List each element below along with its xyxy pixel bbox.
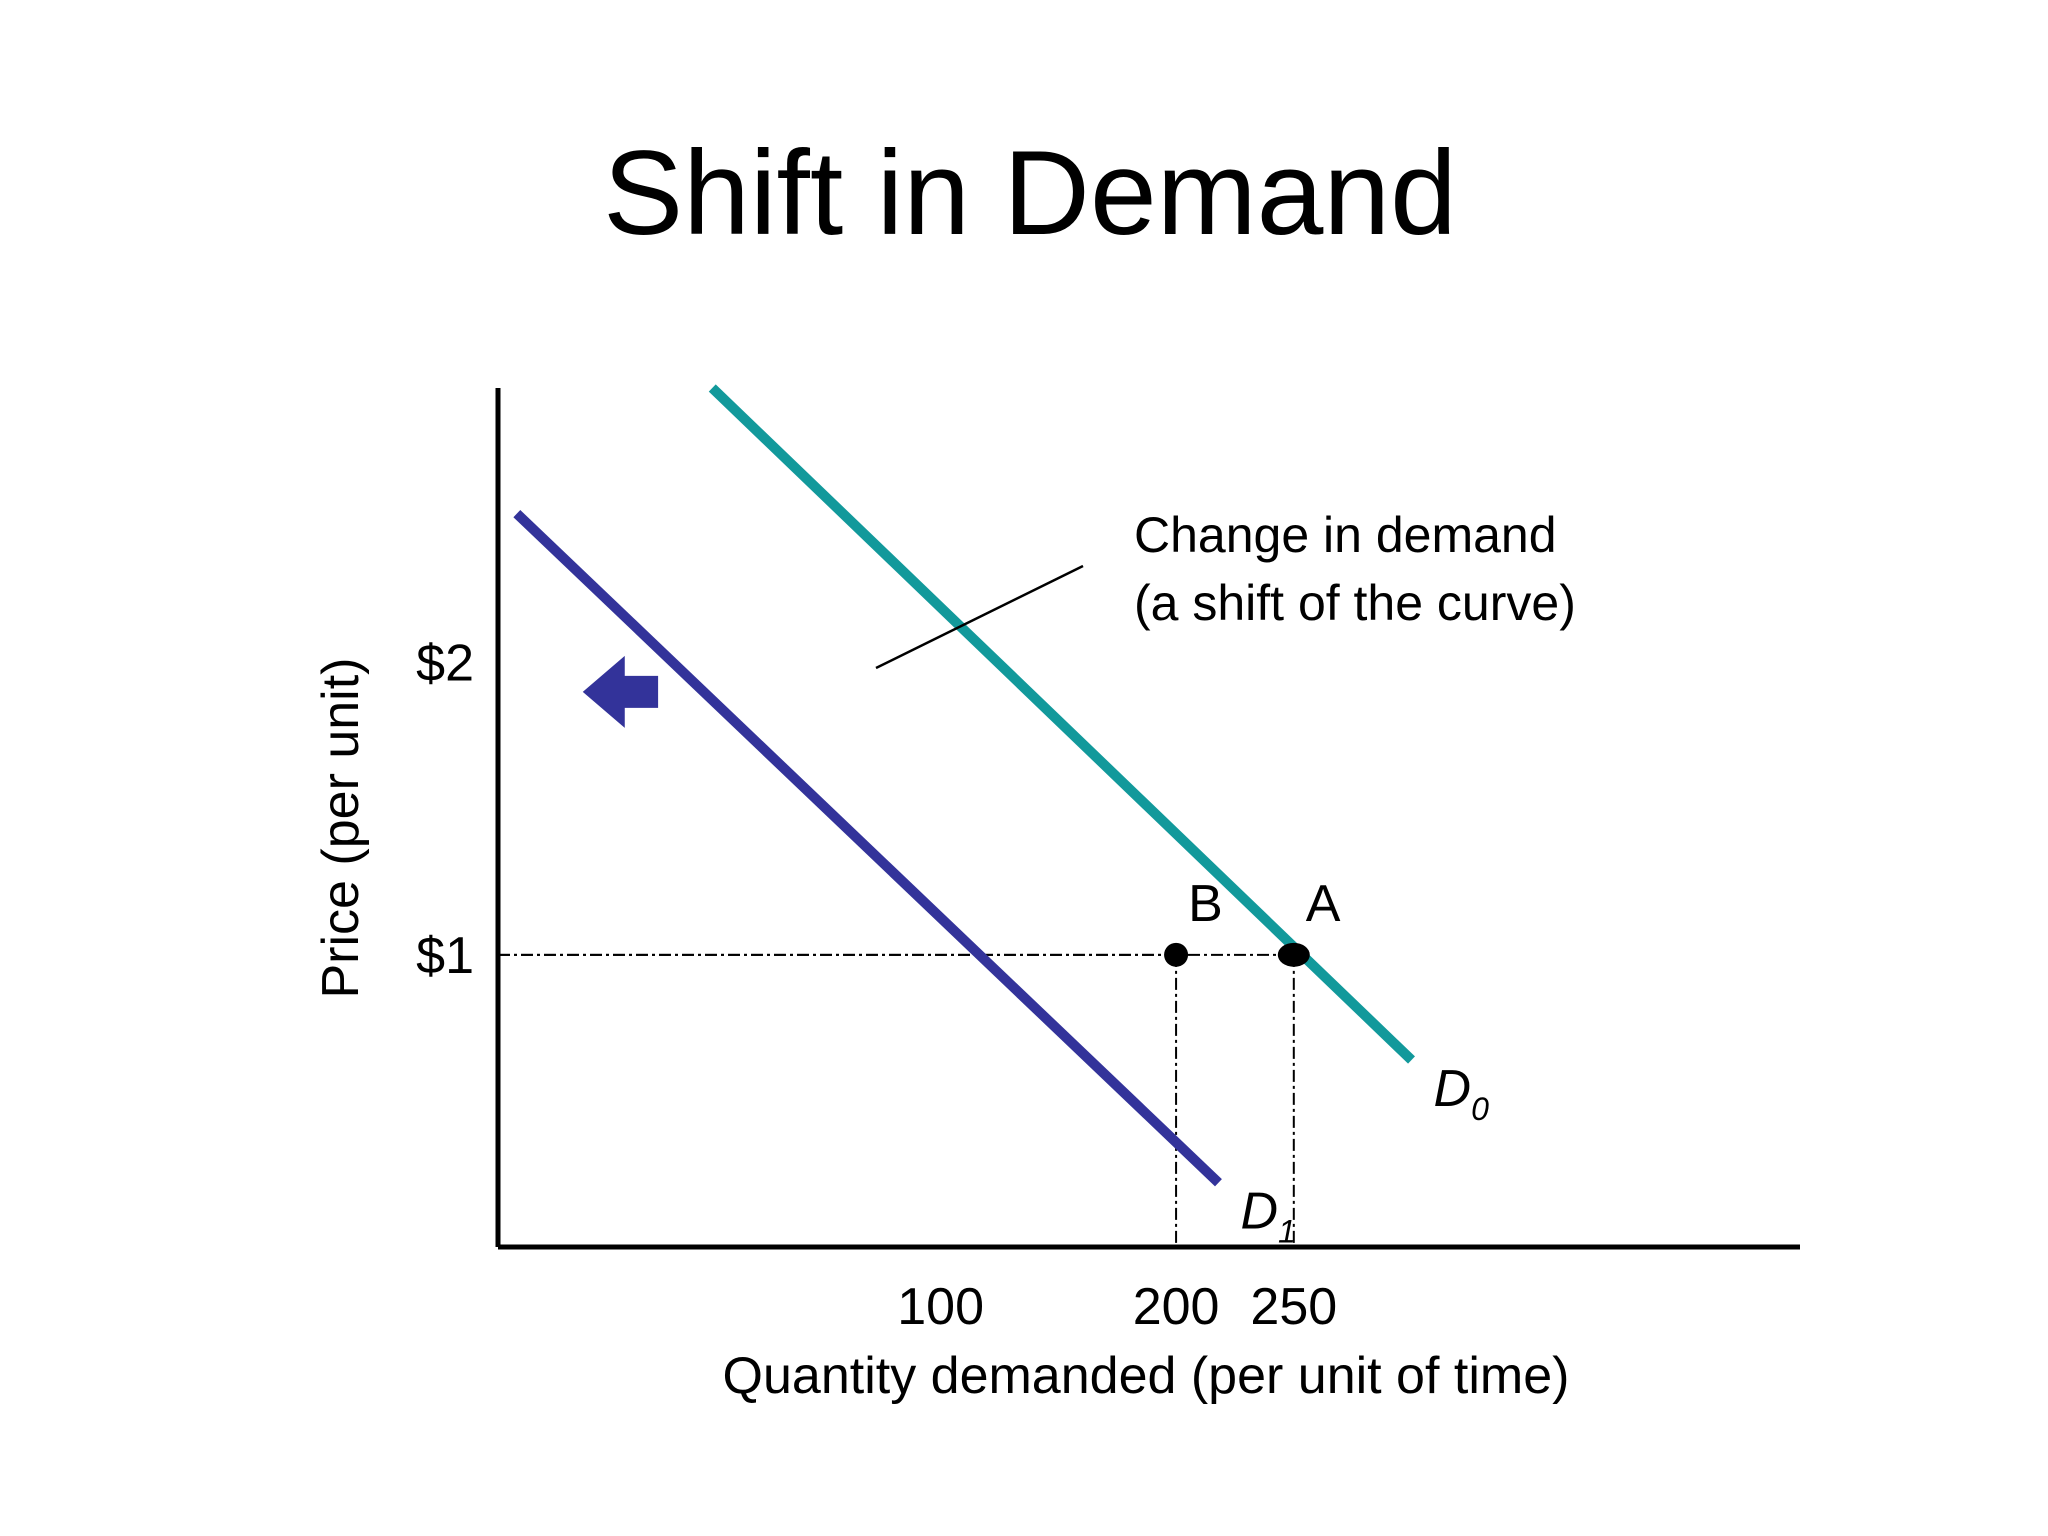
- point-label: B: [1188, 875, 1223, 933]
- shift-left-arrow-icon: [582, 655, 659, 728]
- demand-curve-label: D1: [1240, 1183, 1295, 1250]
- x-tick-labels: 100 200 250: [897, 1278, 1337, 1336]
- axes: [495, 388, 1800, 1250]
- x-tick-label: 100: [897, 1278, 984, 1336]
- point-marker: [1277, 942, 1310, 967]
- chart-title: Shift in Demand: [603, 126, 1457, 260]
- y-tick-labels: $1 $2: [416, 635, 474, 985]
- annotation-line-1: Change in demand: [1134, 507, 1557, 563]
- x-axis-label: Quantity demanded (per unit of time): [723, 1347, 1570, 1405]
- demand-curve-label: D0: [1434, 1060, 1490, 1127]
- y-axis-label: Price (per unit): [312, 658, 370, 999]
- x-tick-label: 200: [1133, 1278, 1220, 1336]
- annotation-leader-line: [875, 564, 1084, 670]
- demand-curve-line: [513, 510, 1222, 1187]
- reference-lines: [498, 953, 1295, 1247]
- x-tick-label: 250: [1250, 1278, 1337, 1336]
- shift-annotation: Change in demand (a shift of the curve): [582, 507, 1576, 728]
- y-tick-label: $2: [416, 635, 474, 693]
- equilibrium-points: AB: [1164, 875, 1341, 967]
- point-label: A: [1306, 875, 1341, 933]
- point-marker: [1164, 942, 1189, 967]
- y-tick-label: $1: [416, 927, 474, 985]
- annotation-line-2: (a shift of the curve): [1134, 575, 1576, 631]
- curve-labels: D0 D1: [1240, 1060, 1489, 1250]
